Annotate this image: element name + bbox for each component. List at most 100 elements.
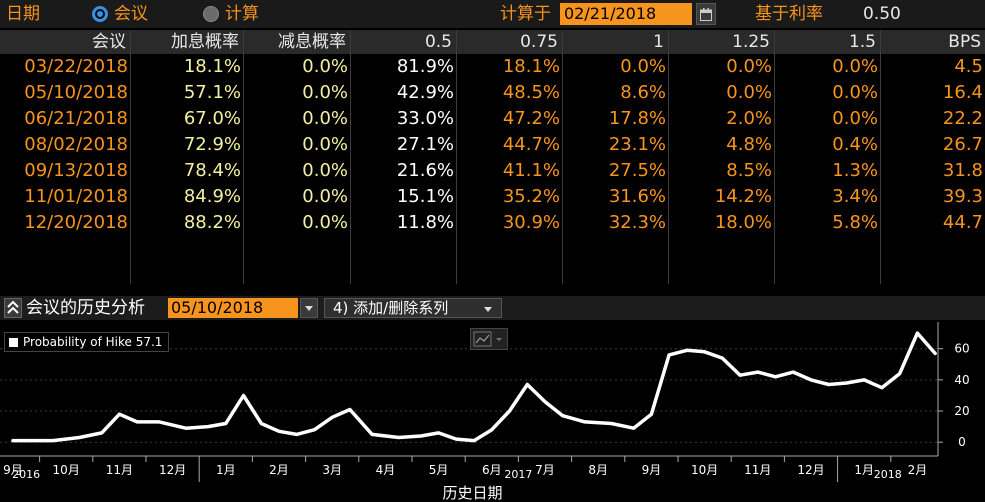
cell-rate-0-5: 81.9% — [396, 56, 454, 77]
cell-rate-1-25: 8.5% — [726, 160, 772, 181]
data-point — [51, 439, 55, 442]
cell-rate-0-75: 18.1% — [502, 56, 560, 77]
data-point — [348, 408, 352, 411]
cell-bps: 31.8 — [942, 160, 983, 181]
data-point — [863, 378, 866, 382]
series-button-label: 4) 添加/删除系列 — [333, 299, 449, 317]
data-point — [260, 422, 263, 425]
x-tick-label: 10月 — [53, 463, 80, 477]
data-point — [792, 370, 795, 374]
y-tick-label: 20 — [954, 404, 969, 418]
header-bps[interactable]: BPS — [881, 30, 985, 54]
base-rate-label: 基于利率 — [755, 4, 823, 24]
x-axis-title: 历史日期 — [442, 484, 503, 502]
header-rate-1-25[interactable]: 1.25 — [669, 30, 774, 54]
x-tick-label: 12月 — [797, 463, 824, 477]
column-divider — [130, 30, 131, 284]
data-point — [543, 400, 547, 403]
x-tick-label: 2月 — [269, 463, 289, 477]
cell-meeting[interactable]: 06/21/2018 — [24, 108, 128, 129]
chart-type-button[interactable] — [470, 328, 508, 350]
cell-rate-0-5: 42.9% — [396, 82, 454, 103]
data-point — [419, 434, 423, 438]
cell-rate-0-75: 48.5% — [502, 82, 560, 103]
x-tick-label: 11月 — [744, 463, 771, 477]
meeting-date-dropdown[interactable] — [300, 298, 318, 318]
data-point — [100, 431, 103, 435]
collapse-button[interactable] — [4, 298, 22, 318]
data-point — [370, 433, 374, 436]
cell-rate-1-5: 0.0% — [832, 82, 878, 103]
chart-legend: Probability of Hike 57.1 — [4, 332, 170, 352]
x-tick-label: 3月 — [322, 463, 342, 477]
x-tick-label: 5月 — [429, 463, 449, 477]
data-point — [610, 422, 613, 425]
data-point — [224, 422, 227, 425]
meeting-radio[interactable] — [92, 6, 108, 22]
cell-meeting[interactable]: 11/01/2018 — [24, 186, 128, 207]
data-point — [756, 370, 759, 374]
cell-cut-prob: 0.0% — [302, 108, 348, 129]
cell-rate-0-75: 44.7% — [502, 134, 560, 155]
add-remove-series-button[interactable]: 4) 添加/删除系列 — [324, 298, 502, 318]
cell-rate-0-5: 27.1% — [396, 134, 454, 155]
calendar-button[interactable] — [696, 3, 716, 25]
header-rate-1-5[interactable]: 1.5 — [775, 30, 880, 54]
header-meeting[interactable]: 会议 — [0, 30, 130, 54]
x-tick-label: 7月 — [535, 463, 555, 477]
calc-date-input[interactable]: 02/21/2018 — [560, 3, 692, 25]
cell-rate-0-75: 30.9% — [502, 212, 560, 233]
data-point — [331, 416, 334, 419]
cell-meeting[interactable]: 08/02/2018 — [24, 134, 128, 155]
cell-hike-prob: 18.1% — [183, 56, 241, 77]
header-cut-prob[interactable]: 减息概率 — [244, 30, 350, 54]
meeting-radio-label[interactable]: 会议 — [114, 4, 148, 24]
data-point — [397, 436, 400, 439]
top-toolbar: 日期 会议 计算 计算于 02/21/2018 基于利率 0.50 — [0, 0, 985, 28]
base-rate-value: 0.50 — [863, 4, 901, 24]
date-label: 日期 — [6, 4, 40, 24]
x-tick-label: 9月 — [642, 463, 662, 477]
header-rate-0-75[interactable]: 0.75 — [457, 30, 562, 54]
x-tick-label: 1月 — [216, 463, 236, 477]
data-point — [703, 350, 706, 353]
cell-hike-prob: 72.9% — [183, 134, 241, 155]
cell-meeting[interactable]: 12/20/2018 — [24, 212, 128, 233]
data-point — [184, 427, 188, 430]
cell-rate-1: 27.5% — [608, 160, 666, 181]
header-label: 1 — [653, 32, 664, 52]
calc-radio[interactable] — [203, 6, 219, 22]
x-tick-label: 8月 — [588, 463, 608, 477]
x-tick-label: 11月 — [106, 463, 133, 477]
cell-rate-1-5: 3.4% — [832, 186, 878, 207]
data-point — [845, 381, 848, 385]
data-point — [313, 428, 316, 431]
cell-rate-1: 32.3% — [608, 212, 666, 233]
calc-radio-label[interactable]: 计算 — [225, 4, 259, 24]
data-point — [774, 375, 777, 378]
data-point — [738, 374, 742, 377]
data-point — [561, 414, 564, 417]
column-divider — [456, 30, 457, 284]
column-divider — [774, 30, 775, 284]
cell-rate-1-25: 0.0% — [726, 56, 772, 77]
cell-cut-prob: 0.0% — [302, 82, 348, 103]
header-rate-1[interactable]: 1 — [563, 30, 668, 54]
header-hike-prob[interactable]: 加息概率 — [131, 30, 243, 54]
cell-rate-0-75: 41.1% — [502, 160, 560, 181]
meeting-date-select[interactable]: 05/10/2018 — [168, 298, 298, 318]
data-point — [135, 420, 139, 424]
cell-rate-1: 8.6% — [620, 82, 666, 103]
line-chart: 0 20 40 60 9月 10月 11月 12月 1月 2月 3月 4月 5月 6月 7月 8月 9月 10月 1… — [0, 322, 970, 482]
line-chart-icon — [473, 331, 502, 347]
data-point — [933, 352, 937, 355]
cell-rate-0-5: 11.8% — [396, 212, 454, 233]
header-label: BPS — [948, 32, 981, 52]
cell-meeting[interactable]: 05/10/2018 — [24, 82, 128, 103]
header-label: 会议 — [92, 32, 126, 52]
probability-table: 会议 03/22/2018 05/10/2018 06/21/2018 08/02/20… — [0, 30, 985, 284]
header-rate-0-5[interactable]: 0.5 — [351, 30, 456, 54]
cell-meeting[interactable]: 03/22/2018 — [24, 56, 128, 77]
x-tick-label: 4月 — [376, 463, 396, 477]
cell-meeting[interactable]: 09/13/2018 — [24, 160, 128, 181]
